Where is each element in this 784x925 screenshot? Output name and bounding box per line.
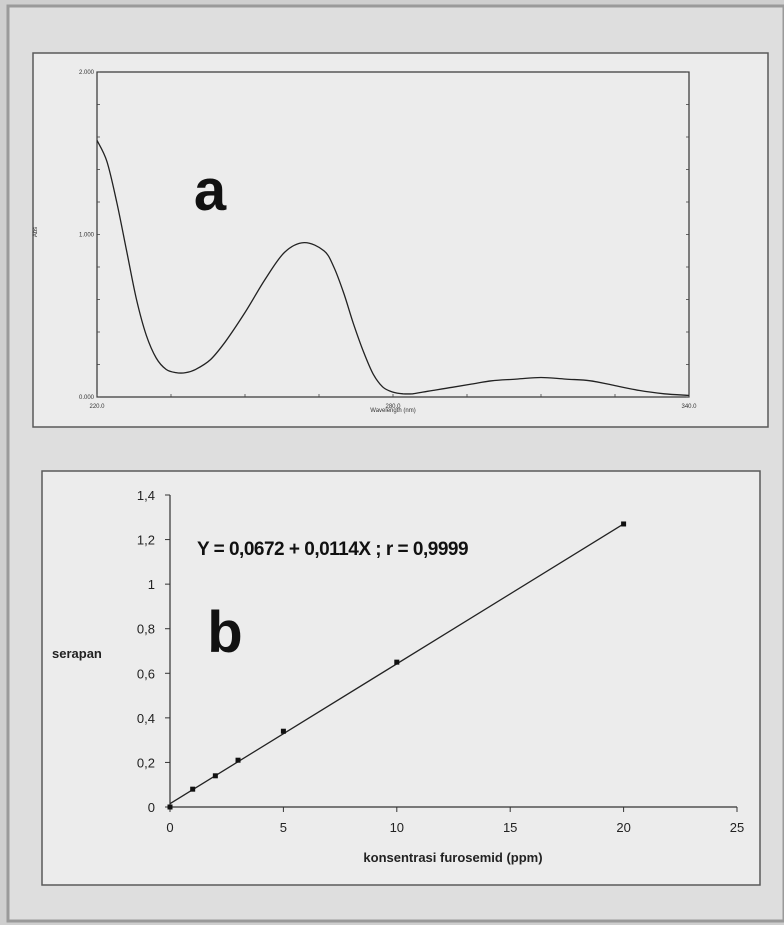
panel-a-x-tick-label: 220.0 xyxy=(89,404,105,410)
panel-a-y-tick-label: 2.000 xyxy=(79,70,95,76)
panel-b-y-tick-label: 1 xyxy=(148,577,155,592)
panel-b-x-axis-label: konsentrasi furosemid (ppm) xyxy=(363,850,542,865)
panel-b-x-tick-label: 5 xyxy=(280,820,287,835)
panel-a-spectrum-line xyxy=(96,140,690,397)
panel-b: 0 0,2 0,4 0,6 0,8 1 1,2 1,4 0 5 10 15 20 25 Y = 0,067… xyxy=(41,470,761,886)
panel-b-y-tick-label: 0,6 xyxy=(137,666,155,681)
panel-b-x-tick-label: 15 xyxy=(503,820,517,835)
panel-b-data-point xyxy=(190,786,196,792)
panel-b-y-tick-label: 0,8 xyxy=(137,622,155,637)
panel-b-letter: b xyxy=(207,600,242,665)
panel-a-y-tick-label: 1.000 xyxy=(79,233,95,239)
panel-b-axes: 0 0,2 0,4 0,6 0,8 1 1,2 1,4 0 5 10 15 20 25 xyxy=(137,488,744,835)
panel-b-data-point xyxy=(394,659,400,665)
panel-a-x-tick-label: 340.0 xyxy=(681,404,697,410)
panel-b-data-point xyxy=(280,728,286,734)
panel-b-points xyxy=(167,521,627,810)
panel-b-y-tick-label: 1,4 xyxy=(137,488,155,503)
panel-b-equation: Y = 0,0672 + 0,0114X ; r = 0,9999 xyxy=(197,539,468,560)
panel-b-y-tick-label: 1,2 xyxy=(137,533,155,548)
panel-a: 0.000 1.000 2.000 220.0 280.0 340.0 a Abs Wav… xyxy=(32,52,769,428)
panel-b-data-point xyxy=(167,804,173,810)
panel-b-x-tick-label: 20 xyxy=(616,820,630,835)
panel-b-y-tick-label: 0,2 xyxy=(137,755,155,770)
panel-b-data-point xyxy=(621,521,627,527)
panel-a-letter: a xyxy=(194,158,227,223)
panel-b-y-tick-label: 0 xyxy=(148,800,155,815)
panel-b-data-point xyxy=(212,773,218,779)
panel-b-border xyxy=(41,470,761,886)
panel-b-x-tick-label: 25 xyxy=(730,820,744,835)
panel-b-y-axis-label: serapan xyxy=(52,646,102,661)
panel-a-y-tick-label: 0.000 xyxy=(79,395,95,401)
panel-b-x-tick-label: 10 xyxy=(390,820,404,835)
panel-b-data-point xyxy=(235,757,241,763)
panel-a-x-tick-label: 280.0 xyxy=(385,404,401,410)
panel-a-y-axis-label: Abs xyxy=(33,227,39,237)
panel-b-y-tick-label: 0,4 xyxy=(137,711,155,726)
panel-a-plot-area xyxy=(96,71,690,398)
panel-b-x-tick-label: 0 xyxy=(166,820,173,835)
panel-a-x-axis-label: Wavelength (nm) xyxy=(370,408,415,414)
panel-a-axes: 0.000 1.000 2.000 220.0 280.0 340.0 xyxy=(79,70,697,410)
